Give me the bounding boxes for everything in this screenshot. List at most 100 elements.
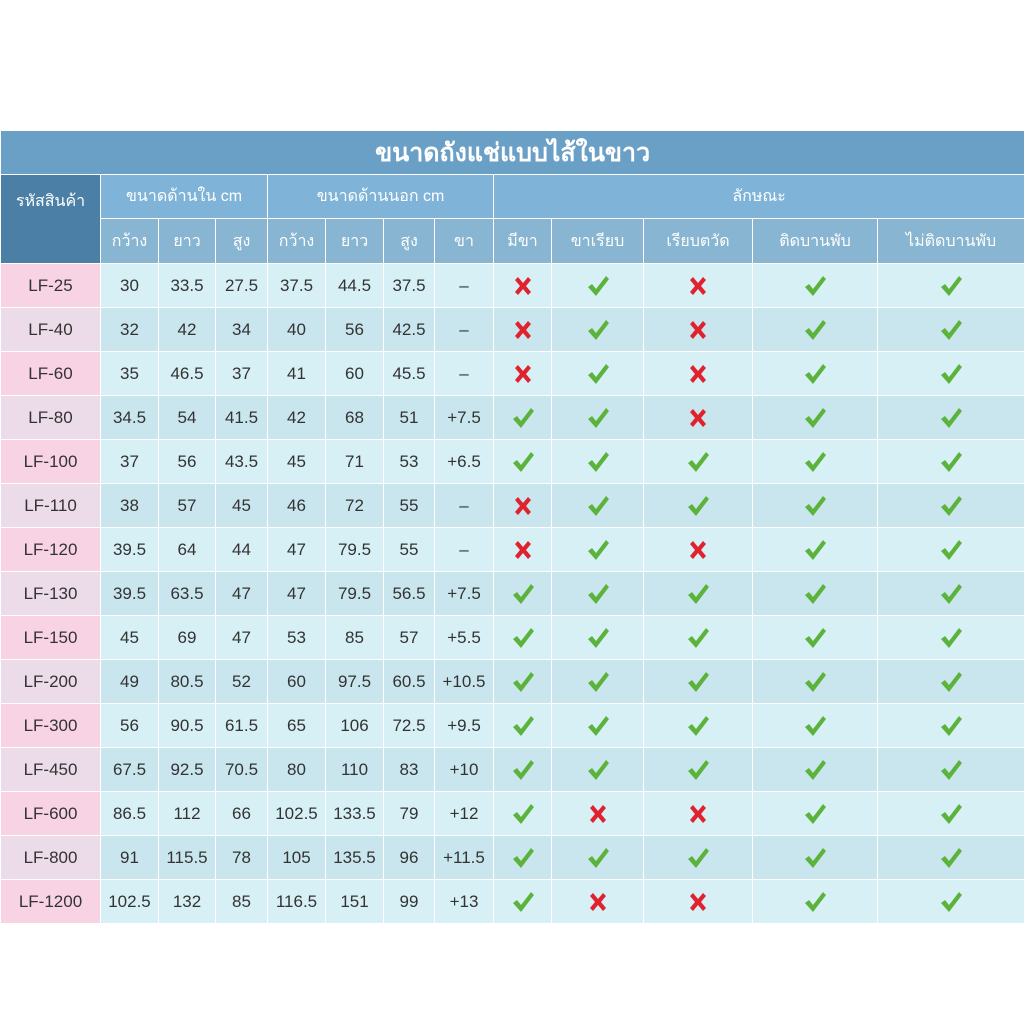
header-outer: ขนาดด้านนอก cm xyxy=(267,174,494,219)
size-cell: 85 xyxy=(325,615,384,660)
feature-cell xyxy=(551,747,644,792)
check-icon xyxy=(941,495,963,516)
size-cell: 56.5 xyxy=(383,571,435,616)
check-icon xyxy=(805,275,826,296)
column-header: เรียบตวัด xyxy=(643,218,753,264)
icon-shape xyxy=(514,540,531,559)
feature-cell xyxy=(876,571,1024,616)
feature-cell xyxy=(643,615,753,660)
feature-cell xyxy=(643,791,753,836)
feature-cell xyxy=(493,395,552,440)
check-icon xyxy=(941,759,963,780)
size-cell: – xyxy=(434,263,494,308)
table-row: LF-120 39.5 64 44 47 79.5 55– xyxy=(0,527,1024,572)
feature-cell xyxy=(876,659,1024,704)
size-cell: 33.5 xyxy=(158,263,216,308)
size-cell: 34.5 xyxy=(100,395,159,440)
check-icon xyxy=(941,319,963,340)
feature-cell xyxy=(493,615,552,660)
size-cell: 56 xyxy=(325,307,384,352)
size-cell: 37 xyxy=(100,439,159,484)
feature-cell xyxy=(493,791,552,836)
size-cell: +10.5 xyxy=(434,659,494,704)
table-row: LF-150 45 69 47 53 85 57 +5.5 xyxy=(0,615,1024,660)
cross-icon xyxy=(690,364,706,383)
check-icon xyxy=(941,539,963,560)
size-cell: – xyxy=(434,483,494,528)
column-header: ขา xyxy=(434,218,494,264)
check-icon xyxy=(587,319,609,340)
size-cell: +7.5 xyxy=(434,571,494,616)
icon-shape xyxy=(589,892,606,911)
size-cell: 132 xyxy=(158,879,216,924)
icon-shape xyxy=(805,275,826,296)
icon-shape xyxy=(512,847,534,868)
check-icon xyxy=(587,363,609,384)
icon-shape xyxy=(941,583,963,604)
size-cell: 133.5 xyxy=(325,791,384,836)
check-icon xyxy=(688,847,709,868)
size-cell: 96 xyxy=(383,835,435,880)
size-cell: 52 xyxy=(215,659,268,704)
size-cell: 47 xyxy=(215,615,268,660)
icon-shape xyxy=(690,540,706,559)
check-icon xyxy=(688,627,709,648)
check-icon xyxy=(941,275,963,296)
feature-cell xyxy=(752,439,878,484)
check-icon xyxy=(688,495,709,516)
check-icon xyxy=(512,451,534,472)
check-icon xyxy=(587,275,609,296)
size-cell: 56 xyxy=(158,439,216,484)
product-code: LF-120 xyxy=(0,527,101,572)
feature-cell xyxy=(752,835,878,880)
icon-shape xyxy=(941,847,963,868)
size-cell: 42 xyxy=(158,307,216,352)
feature-cell xyxy=(752,791,878,836)
size-cell: 47 xyxy=(215,571,268,616)
size-cell: 37.5 xyxy=(383,263,435,308)
icon-shape xyxy=(512,803,534,824)
check-icon xyxy=(805,495,826,516)
check-icon xyxy=(688,451,709,472)
icon-shape xyxy=(805,759,826,780)
feature-cell xyxy=(876,615,1024,660)
icon-shape xyxy=(805,847,826,868)
feature-cell xyxy=(551,835,644,880)
size-cell: +11.5 xyxy=(434,835,494,880)
icon-shape xyxy=(688,847,709,868)
feature-cell xyxy=(752,659,878,704)
column-header: ยาว xyxy=(158,218,216,264)
icon-shape xyxy=(805,583,826,604)
feature-cell xyxy=(876,263,1024,308)
size-cell: +5.5 xyxy=(434,615,494,660)
icon-shape xyxy=(587,451,609,472)
table-row: LF-450 67.5 92.5 70.5 80 110 83 +10 xyxy=(0,747,1024,792)
table-body: LF-25 30 33.5 27.5 37.5 44.5 37.5– LF-40 32 42 34 4… xyxy=(0,263,1024,924)
size-cell: +7.5 xyxy=(434,395,494,440)
feature-cell xyxy=(752,747,878,792)
check-icon xyxy=(688,759,709,780)
check-icon xyxy=(587,671,609,692)
size-cell: 72 xyxy=(325,483,384,528)
icon-shape xyxy=(941,759,963,780)
feature-cell xyxy=(643,571,753,616)
feature-cell xyxy=(493,571,552,616)
size-table: ขนาดถังแช่แบบไส้ในขาว รหัสสินค้า ขนาดด้า… xyxy=(0,130,1024,924)
icon-shape xyxy=(805,319,826,340)
check-icon xyxy=(805,759,826,780)
table-row: LF-1200 102.5 132 85 116.5 151 99 +13 xyxy=(0,879,1024,924)
size-cell: 65 xyxy=(267,703,326,748)
icon-shape xyxy=(587,275,609,296)
size-cell: 60 xyxy=(267,659,326,704)
product-code: LF-800 xyxy=(0,835,101,880)
size-cell: 78 xyxy=(215,835,268,880)
cross-icon xyxy=(514,540,531,559)
size-cell: +12 xyxy=(434,791,494,836)
size-cell: 46.5 xyxy=(158,351,216,396)
feature-cell xyxy=(752,351,878,396)
feature-cell xyxy=(643,395,753,440)
size-cell: 102.5 xyxy=(267,791,326,836)
icon-shape xyxy=(941,715,963,736)
icon-shape xyxy=(688,671,709,692)
size-cell: +9.5 xyxy=(434,703,494,748)
